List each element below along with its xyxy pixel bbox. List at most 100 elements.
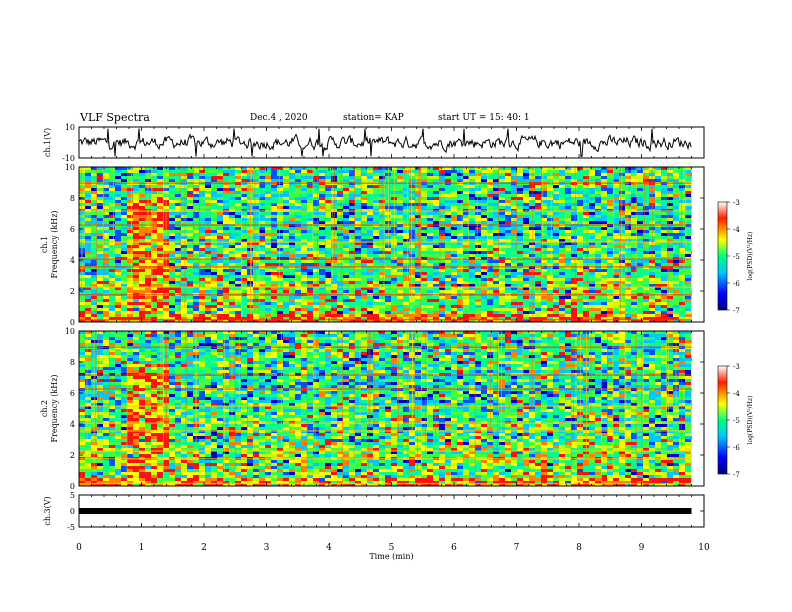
ch1-spectrogram-cell: [379, 236, 385, 239]
ch1-spectrogram-cell: [247, 167, 253, 170]
ch1-spectrogram-cell: [175, 230, 181, 233]
ch1-spectrogram-cell: [301, 305, 307, 308]
ch1-spectrogram-cell: [541, 308, 547, 311]
ch1-spectrogram-cell: [271, 170, 277, 173]
ch1-spectrogram-cell: [643, 272, 649, 275]
ch1-spectrogram-cell: [271, 215, 277, 218]
ch1-spectrogram-cell: [427, 242, 433, 245]
ch1-spectrogram-cell: [157, 287, 163, 290]
ch1-spectrogram-cell: [391, 245, 397, 248]
ch1-spectrogram-cell: [127, 251, 133, 254]
ch1-spectrogram-cell: [427, 308, 433, 311]
ch1-spectrogram-cell: [301, 230, 307, 233]
ch1-spectrogram-cell: [283, 254, 289, 257]
ch1-spectrogram-cell: [535, 191, 541, 194]
ch1-spectrogram-cell: [103, 272, 109, 275]
ch1-spectrogram-cell: [565, 227, 571, 230]
ch1-spectrogram-cell: [571, 212, 577, 215]
ch1-spectrogram-cell: [103, 185, 109, 188]
ch1-spectrogram-cell: [139, 305, 145, 308]
ch1-spectrogram-cell: [631, 212, 637, 215]
ch1-spectrogram-cell: [199, 236, 205, 239]
ch1-spectrogram-cell: [349, 311, 355, 314]
ch1-spectrogram-cell: [271, 284, 277, 287]
ch1-spectrogram-cell: [259, 215, 265, 218]
ch1-spectrogram-cell: [415, 302, 421, 305]
ch1-spectrogram-cell: [613, 236, 619, 239]
ch1-spectrogram-cell: [205, 188, 211, 191]
ch1-spectrogram-cell: [271, 242, 277, 245]
ch1-spectrogram-cell: [223, 260, 229, 263]
ch1-spectrogram-cell: [457, 269, 463, 272]
ch1-spectrogram-cell: [361, 167, 367, 170]
ch1-spectrogram-cell: [649, 278, 655, 281]
ch1-spectrogram-cell: [271, 272, 277, 275]
ch1-spectrogram-cell: [313, 215, 319, 218]
ch1-spectrogram-cell: [283, 287, 289, 290]
ch1-spectrogram-cell: [433, 242, 439, 245]
ch1-spectrogram-cell: [289, 245, 295, 248]
ch1-spectrogram-cell: [325, 311, 331, 314]
ch1-spectrogram-cell: [505, 230, 511, 233]
ch1-spectrogram-cell: [601, 185, 607, 188]
ch1-spectrogram-cell: [115, 281, 121, 284]
ch1-spectrogram-cell: [535, 236, 541, 239]
ch1-spectrogram-cell: [373, 251, 379, 254]
ch1-spectrogram-cell: [523, 221, 529, 224]
ch1-spectrogram-cell: [133, 290, 139, 293]
ch1-spectrogram-cell: [253, 173, 259, 176]
ch1-spectrogram-cell: [529, 269, 535, 272]
ch1-spectrogram-cell: [451, 281, 457, 284]
ch1-spectrogram-cell: [679, 284, 685, 287]
ch1-spectrogram-cell: [283, 290, 289, 293]
ch1-spectrogram-cell: [97, 212, 103, 215]
ch1-spectrogram-cell: [613, 305, 619, 308]
ch1-spectrogram-cell: [691, 215, 692, 218]
ch1-spectrogram-cell: [313, 248, 319, 251]
ch1-spectrogram-cell: [223, 179, 229, 182]
ch1-spectrogram-cell: [307, 188, 313, 191]
ch1-spectrogram-cell: [427, 281, 433, 284]
ch1-spectrogram-cell: [265, 170, 271, 173]
ch1-spectrogram-cell: [217, 311, 223, 314]
ch1-spectrogram-cell: [223, 305, 229, 308]
ch1-spectrogram-cell: [325, 260, 331, 263]
ch1-spectrogram-cell: [421, 200, 427, 203]
ch1-spectrogram-cell: [613, 221, 619, 224]
ch1-spectrogram-cell: [625, 302, 631, 305]
ch1-spectrogram-cell: [217, 251, 223, 254]
ch1-spectrogram-cell: [559, 197, 565, 200]
ch1-spectrogram-cell: [583, 173, 589, 176]
ch1-spectrogram-cell: [121, 176, 127, 179]
ch1-spectrogram-cell: [313, 278, 319, 281]
ch1-spectrogram-cell: [295, 206, 301, 209]
ch1-spectrogram-cell: [211, 296, 217, 299]
ch1-spectrogram-cell: [655, 206, 661, 209]
ch1-spectrogram-cell: [553, 248, 559, 251]
ch1-spectrogram-cell: [265, 305, 271, 308]
ch1-spectrogram-cell: [391, 242, 397, 245]
ch1-spectrogram-cell: [541, 236, 547, 239]
ch1-spectrogram-cell: [103, 200, 109, 203]
ch1-spectrogram-cell: [97, 221, 103, 224]
ch1-spectrogram-cell: [277, 287, 283, 290]
ch1-spectrogram-cell: [667, 299, 673, 302]
ch1-spectrogram-cell: [673, 308, 679, 311]
ch1-spectrogram-cell: [517, 221, 523, 224]
ch1-spectrogram-cell: [481, 212, 487, 215]
ch1-spectrogram-cell: [205, 194, 211, 197]
ch1-spectrogram-cell: [127, 194, 133, 197]
ch1-spectrogram-cell: [313, 173, 319, 176]
ch1-spectrogram-cell: [403, 260, 409, 263]
ch1-spectrogram-cell: [367, 185, 373, 188]
ch1-spectrogram-cell: [469, 188, 475, 191]
ch1-spectrogram-cell: [247, 248, 253, 251]
ch1-spectrogram-cell: [409, 284, 415, 287]
ch1-spectrogram-cell: [187, 200, 193, 203]
ch1-spectrogram-cell: [505, 218, 511, 221]
ch1-spectrogram-cell: [265, 254, 271, 257]
ch1-spectrogram-cell: [403, 278, 409, 281]
ch1-spectrogram-cell: [103, 167, 109, 170]
ch1-spectrogram-cell: [241, 260, 247, 263]
ch1-spectrogram-cell: [595, 242, 601, 245]
